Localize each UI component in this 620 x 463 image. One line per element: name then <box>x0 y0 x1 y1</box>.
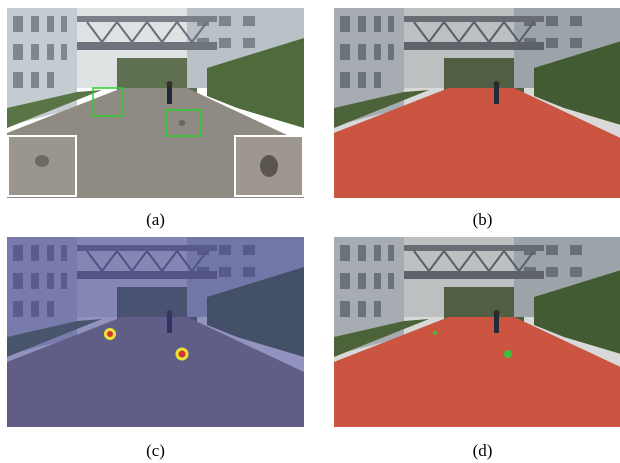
panel-b-image <box>334 8 620 198</box>
panel-d-image <box>334 237 620 427</box>
hotspot-2 <box>175 347 189 361</box>
obstacle-point-1 <box>433 331 437 335</box>
caption-b: (b) <box>472 210 493 229</box>
caption-d: (d) <box>472 441 493 460</box>
zoom-inset-right <box>234 135 304 197</box>
panel-c-image <box>7 237 304 427</box>
road-segmentation-mask <box>334 317 620 427</box>
panel-a-image <box>7 8 304 198</box>
hotspot-1 <box>104 328 116 340</box>
detection-box-1 <box>92 87 123 117</box>
road-segmentation-mask <box>334 88 620 198</box>
obstacle-point-2 <box>504 350 512 358</box>
caption-c: (c) <box>146 441 165 460</box>
heatmap-overlay <box>7 237 304 427</box>
caption-a: (a) <box>146 210 165 229</box>
zoom-inset-left <box>7 135 77 197</box>
detection-box-2 <box>165 109 202 137</box>
